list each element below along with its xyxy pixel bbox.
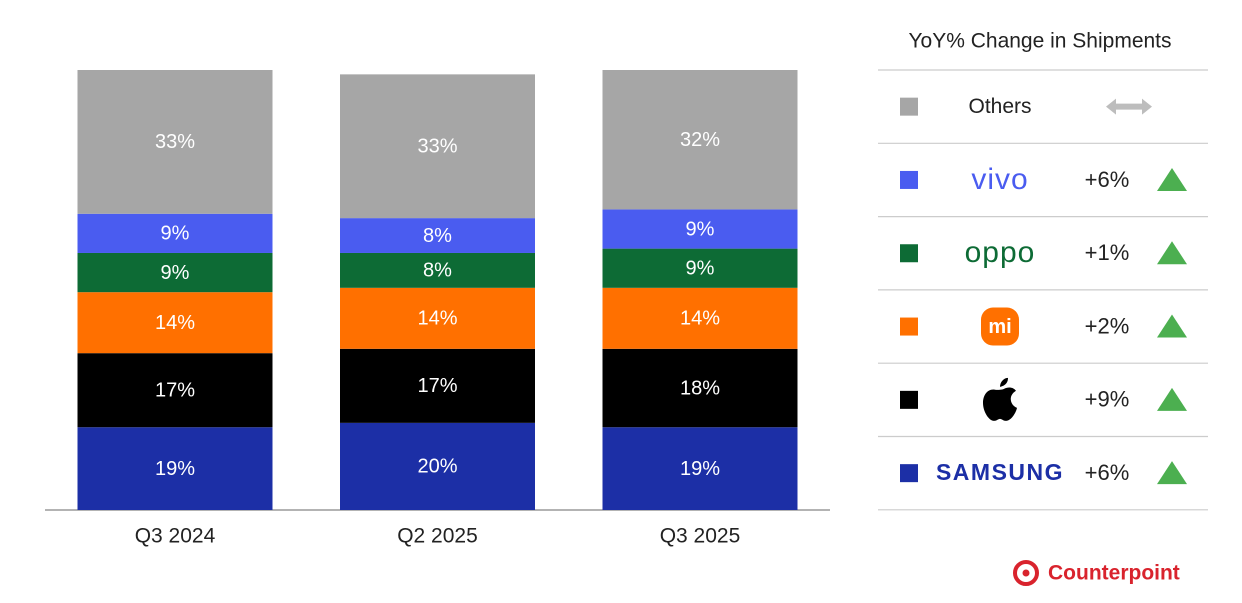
bar-segment (340, 252, 535, 288)
legend-swatch (900, 97, 918, 116)
yoy-arrow (1157, 241, 1187, 265)
value-label: 9% (686, 257, 715, 279)
bar-segment (340, 74, 535, 219)
legend-swatch (900, 464, 918, 483)
bar-segment (602, 287, 798, 349)
value-label: 14% (155, 312, 195, 334)
value-label: 20% (417, 456, 457, 478)
value-label: 17% (417, 375, 457, 397)
yoy-label: +1% (1085, 240, 1130, 265)
bar-segment (77, 292, 273, 354)
bar-segment (77, 252, 273, 293)
legend-label: oppo (965, 236, 1036, 269)
bar-segment (340, 348, 535, 423)
apple-logo (983, 377, 1017, 421)
yoy-label: +6% (1085, 460, 1130, 485)
bar-segment (77, 70, 273, 214)
value-label: 14% (680, 308, 720, 330)
bar-segment (602, 248, 798, 288)
legend-swatch (900, 244, 918, 263)
yoy-arrow (1157, 461, 1187, 485)
value-label: 9% (161, 262, 190, 284)
value-label: 33% (155, 131, 195, 153)
bar-segment (340, 422, 535, 510)
value-label: 14% (417, 308, 457, 330)
x-tick-label: Q3 2025 (660, 525, 741, 548)
yoy-label: +2% (1085, 313, 1130, 338)
yoy-arrow (1157, 387, 1187, 411)
value-label: 9% (161, 223, 190, 245)
value-label: 17% (155, 379, 195, 401)
mi-logo-bg (981, 307, 1019, 346)
value-label: 32% (680, 129, 720, 151)
yoy-label: +6% (1085, 167, 1130, 192)
no-change-arrow (1106, 98, 1152, 115)
apple-logo-leaf (1000, 377, 1008, 387)
legend-label: mi (988, 316, 1011, 338)
legend-label: vivo (971, 163, 1028, 196)
value-label: 8% (423, 225, 452, 247)
yoy-arrow (1157, 167, 1187, 191)
legend-swatch (900, 170, 918, 189)
bar-segment (340, 287, 535, 349)
bar-segment (77, 213, 273, 253)
source-icon-dot (1022, 569, 1030, 577)
bar-segment (602, 70, 798, 210)
bar-segment (77, 353, 273, 428)
bar-segment (602, 348, 798, 428)
value-label: 19% (155, 458, 195, 480)
yoy-arrow (1157, 314, 1187, 338)
bar-segment (77, 427, 273, 510)
yoy-label: +9% (1085, 387, 1130, 412)
bar-segment (340, 218, 535, 253)
legend-title: YoY% Change in Shipments (908, 30, 1171, 53)
source-icon (1013, 560, 1039, 586)
value-label: 9% (686, 218, 715, 240)
value-label: 19% (680, 458, 720, 480)
legend-label: SAMSUNG (936, 459, 1064, 485)
bar-segment (602, 427, 798, 510)
x-tick-label: Q3 2024 (135, 525, 216, 548)
bar-segment (602, 209, 798, 249)
apple-logo-body (983, 387, 1017, 421)
value-label: 33% (417, 136, 457, 158)
value-label: 8% (423, 260, 452, 282)
x-tick-label: Q2 2025 (397, 525, 478, 548)
source: Counterpoint (1048, 562, 1180, 585)
value-label: 18% (680, 377, 720, 399)
source-logo: Counterpoint (1013, 560, 1180, 586)
legend-swatch (900, 390, 918, 409)
legend-swatch (900, 317, 918, 336)
legend-label: Others (968, 95, 1031, 118)
